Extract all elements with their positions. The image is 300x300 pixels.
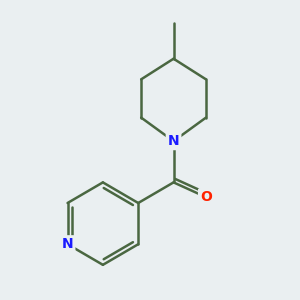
Text: O: O xyxy=(200,190,212,204)
Text: N: N xyxy=(168,134,179,148)
Text: N: N xyxy=(62,237,74,251)
